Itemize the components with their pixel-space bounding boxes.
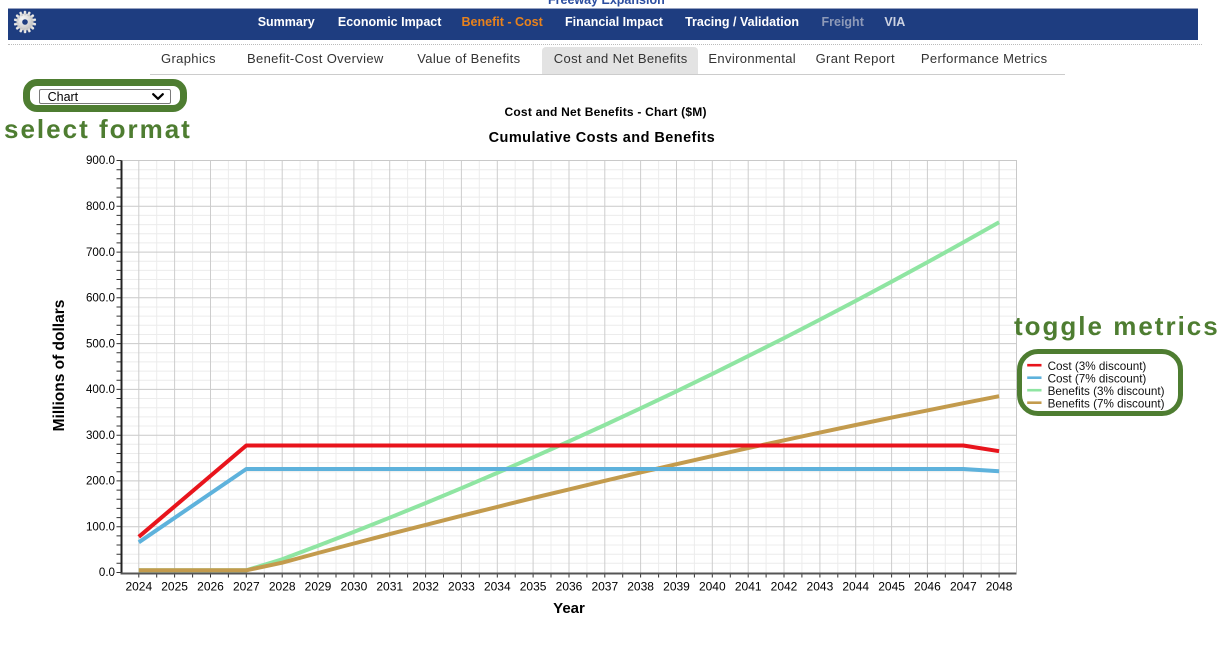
svg-text:2045: 2045 <box>878 580 905 594</box>
svg-text:2046: 2046 <box>914 580 941 594</box>
svg-text:2036: 2036 <box>556 580 583 594</box>
svg-text:2043: 2043 <box>807 580 834 594</box>
svg-text:2048: 2048 <box>986 580 1013 594</box>
svg-text:700.0: 700.0 <box>86 246 115 259</box>
svg-text:300.0: 300.0 <box>86 429 115 442</box>
svg-text:2042: 2042 <box>771 580 798 594</box>
svg-text:2034: 2034 <box>484 580 511 594</box>
svg-text:2025: 2025 <box>161 580 188 594</box>
svg-text:2029: 2029 <box>305 580 332 594</box>
svg-text:800.0: 800.0 <box>86 200 115 213</box>
svg-text:900.0: 900.0 <box>86 154 115 167</box>
svg-text:2033: 2033 <box>448 580 475 594</box>
svg-text:2041: 2041 <box>735 580 762 594</box>
svg-text:2027: 2027 <box>233 580 260 594</box>
svg-text:2047: 2047 <box>950 580 977 594</box>
svg-text:500.0: 500.0 <box>86 337 115 350</box>
svg-text:Benefits (3% discount): Benefits (3% discount) <box>1048 385 1165 398</box>
svg-text:Millions of dollars: Millions of dollars <box>51 300 68 432</box>
svg-text:2044: 2044 <box>842 580 869 594</box>
svg-text:Cost (7% discount): Cost (7% discount) <box>1048 373 1147 386</box>
svg-text:2035: 2035 <box>520 580 547 594</box>
svg-text:2039: 2039 <box>663 580 690 594</box>
svg-text:400.0: 400.0 <box>86 383 115 396</box>
svg-text:200.0: 200.0 <box>86 475 115 488</box>
svg-text:2028: 2028 <box>269 580 296 594</box>
svg-text:100.0: 100.0 <box>86 520 115 533</box>
svg-text:2026: 2026 <box>197 580 224 594</box>
svg-text:0.0: 0.0 <box>99 566 115 579</box>
svg-text:Benefits (7% discount): Benefits (7% discount) <box>1048 398 1165 411</box>
svg-text:Year: Year <box>553 600 585 617</box>
svg-text:2032: 2032 <box>412 580 439 594</box>
svg-text:Cost (3% discount): Cost (3% discount) <box>1048 360 1147 373</box>
svg-text:2040: 2040 <box>699 580 726 594</box>
svg-text:2031: 2031 <box>376 580 403 594</box>
svg-text:2037: 2037 <box>591 580 618 594</box>
svg-text:2030: 2030 <box>341 580 368 594</box>
svg-text:2038: 2038 <box>627 580 654 594</box>
svg-text:600.0: 600.0 <box>86 292 115 305</box>
svg-text:2024: 2024 <box>125 580 152 594</box>
